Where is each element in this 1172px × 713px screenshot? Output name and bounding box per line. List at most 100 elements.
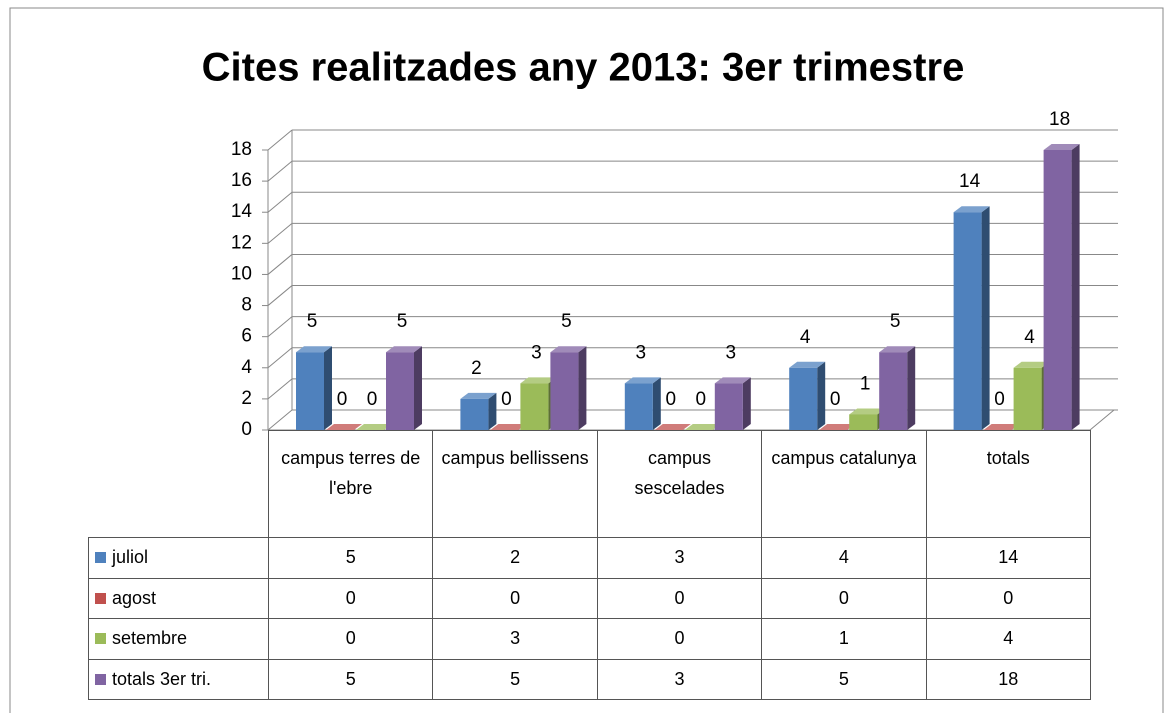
table-cell: 1: [761, 618, 927, 660]
cell-text: campus terres de l'ebre: [281, 448, 421, 498]
y-tick-label: 14: [231, 201, 253, 222]
y-tick-label: 8: [241, 295, 252, 316]
cell-text: 0: [838, 587, 849, 608]
grid-line: [267, 409, 293, 431]
bar-top: [386, 346, 422, 353]
table-cell: 3: [596, 537, 763, 579]
chart-title: Cites realitzades any 2013: 3er trimestr…: [202, 46, 965, 90]
bar-side: [907, 346, 916, 430]
bar-top: [490, 424, 527, 430]
bar: [879, 346, 916, 430]
table-cell: 0: [268, 577, 434, 619]
bar-top: [624, 377, 661, 384]
table-cell: 18: [925, 658, 1091, 700]
legend-key: [95, 633, 106, 645]
bar-front: [849, 414, 878, 430]
data-label: 5: [890, 311, 901, 332]
table-cell: agost: [88, 577, 269, 619]
bar-top: [819, 424, 856, 430]
grid-line: [267, 347, 293, 369]
data-label: 3: [726, 342, 737, 363]
data-label: 4: [1024, 327, 1035, 348]
cell-text: 4: [838, 547, 849, 568]
y-tick-label: 6: [241, 326, 252, 347]
legend-label: setembre: [112, 628, 188, 649]
table-cell: totals: [925, 430, 1091, 538]
grid-line: [267, 160, 293, 182]
table-cell: 14: [925, 537, 1091, 579]
cell-text: 18: [998, 668, 1019, 689]
bar-front: [714, 383, 743, 430]
bar-front: [520, 383, 549, 430]
legend-label: totals 3er tri.: [112, 668, 212, 689]
bar: [296, 346, 332, 430]
table-cell: campus catalunya: [761, 430, 927, 538]
cell-text: totals: [986, 448, 1030, 468]
bar-side: [324, 346, 332, 430]
cell-text: 3: [510, 628, 521, 649]
legend-key: [95, 552, 106, 564]
table-cell: campus terres de l'ebre: [268, 430, 434, 538]
bar-front: [953, 212, 982, 430]
bar-top: [684, 424, 721, 430]
grid-line: [267, 129, 293, 151]
data-label: 5: [397, 311, 408, 332]
bar-front: [1043, 150, 1072, 430]
grid-line: [267, 285, 293, 306]
table-cell: campus bellissens: [432, 430, 598, 538]
cell-text: campus catalunya: [771, 448, 917, 468]
table-cell: setembre: [88, 618, 269, 660]
data-label: 0: [337, 389, 348, 410]
cell-text: 0: [345, 587, 356, 608]
table-cell: 0: [596, 618, 763, 660]
y-tick-label: 10: [231, 263, 252, 284]
bar-front: [460, 398, 489, 430]
bar-front: [789, 367, 818, 430]
table-cell: 0: [596, 577, 763, 619]
table-cell: 3: [596, 658, 763, 700]
legend-label: juliol: [112, 547, 149, 568]
bar-top: [654, 424, 691, 430]
bar-top: [953, 206, 990, 213]
table-cell: 4: [925, 618, 1091, 660]
bar-side: [414, 346, 422, 430]
bar: [550, 346, 587, 430]
data-label: 5: [307, 311, 318, 332]
data-label: 0: [696, 389, 707, 410]
bar-top: [879, 346, 916, 353]
table-cell: 0: [268, 618, 434, 660]
cell-text: 0: [1003, 587, 1014, 608]
table-cell: totals 3er tri.: [88, 658, 269, 700]
bar-top: [849, 408, 886, 415]
data-label: 4: [800, 327, 811, 348]
bar-side: [578, 346, 587, 430]
table-cell: 2: [432, 537, 598, 579]
data-label: 0: [994, 389, 1005, 410]
legend-label: agost: [112, 587, 157, 608]
bar-top: [460, 392, 497, 399]
table-cell: 0: [761, 577, 927, 619]
bar-side: [981, 206, 990, 430]
cell-text: 1: [838, 628, 849, 649]
bar-front: [624, 383, 653, 430]
bar-top: [520, 377, 557, 384]
cell-text: 5: [838, 668, 849, 689]
cell-text: 2: [510, 547, 521, 568]
cell-text: 5: [345, 547, 356, 568]
bar-top: [714, 377, 751, 384]
bar-front: [550, 352, 579, 430]
bar-top: [326, 424, 362, 430]
bar-side: [488, 392, 497, 430]
cell-text: 5: [345, 668, 356, 689]
data-label: 14: [959, 171, 981, 192]
table-cell: 5: [432, 658, 598, 700]
bar-top: [296, 346, 332, 353]
cell-text: 3: [674, 547, 685, 568]
bar-top: [356, 424, 392, 430]
cell-text: campus sescelades: [634, 448, 725, 498]
data-label: 1: [860, 373, 871, 394]
y-tick-label: 16: [231, 170, 252, 191]
grid-line: [267, 191, 293, 213]
table-cell: campus sescelades: [596, 430, 763, 538]
